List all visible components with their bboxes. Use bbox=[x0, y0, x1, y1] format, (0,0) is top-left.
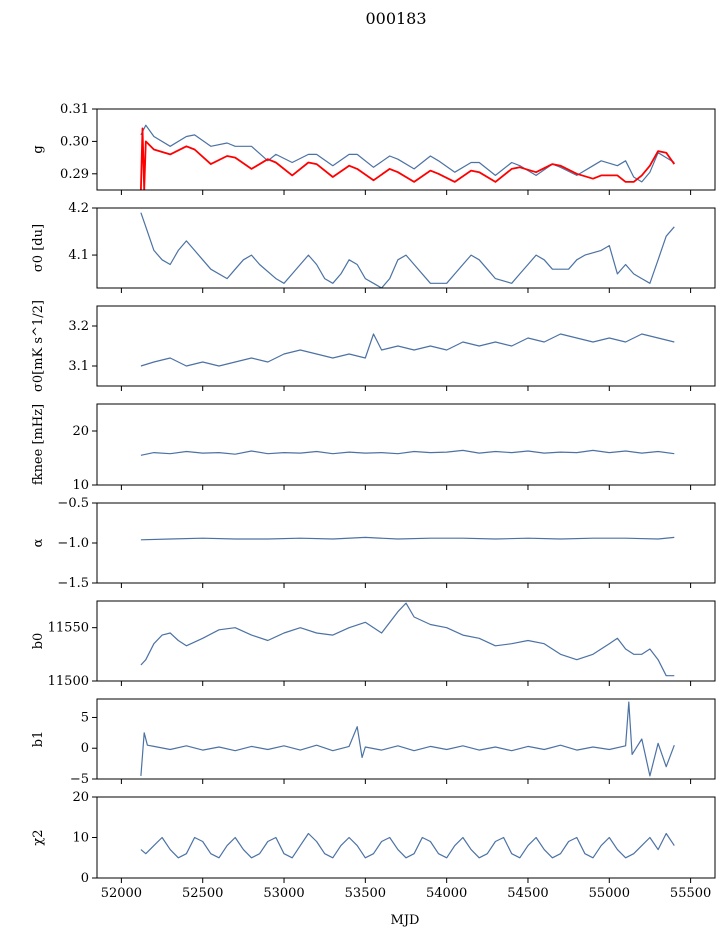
y-tick-label: −0.5 bbox=[57, 496, 89, 511]
y-tick-label: 10 bbox=[72, 478, 89, 493]
axes-frame bbox=[96, 108, 716, 191]
axes-frame bbox=[96, 502, 716, 584]
y-axis-label: χ2 bbox=[31, 829, 46, 845]
series-line-g-1 bbox=[140, 127, 676, 190]
series-line-chi2-0 bbox=[140, 832, 675, 859]
series-line-b1-0 bbox=[140, 701, 675, 777]
series-line-sigma0-du-0 bbox=[140, 212, 675, 288]
y-tick-label: 0.31 bbox=[60, 102, 89, 117]
axes-frame bbox=[96, 403, 716, 486]
series-line-fknee-0 bbox=[140, 449, 675, 456]
y-tick-label: 20 bbox=[72, 424, 89, 439]
x-tick-label: 54500 bbox=[507, 886, 548, 901]
y-tick-label: 0 bbox=[81, 871, 89, 886]
series-line-sigma0-mk-0 bbox=[140, 333, 675, 367]
y-tick-label: 11550 bbox=[48, 621, 89, 636]
x-tick-label: 53000 bbox=[263, 886, 304, 901]
x-axis-label: MJD bbox=[391, 913, 420, 928]
figure-title: 000183 bbox=[365, 9, 426, 28]
y-tick-label: −1.0 bbox=[57, 536, 89, 551]
axes-frame bbox=[96, 698, 716, 780]
axes-frame bbox=[96, 207, 716, 289]
x-tick-label: 55500 bbox=[670, 886, 711, 901]
x-tick-label: 53500 bbox=[345, 886, 386, 901]
y-tick-label: 0 bbox=[81, 741, 89, 756]
y-tick-label: 4.1 bbox=[68, 248, 89, 263]
y-tick-label: −1.5 bbox=[57, 576, 89, 591]
panel-fknee: 10 20 fknee [mHz] bbox=[31, 403, 716, 493]
panel-sigma0-mk: 3.1 3.2 σ0[mK s^1/2] bbox=[31, 300, 716, 392]
series-line-b0-0 bbox=[140, 602, 675, 677]
x-tick-label: 54000 bbox=[426, 886, 467, 901]
y-axis-label: σ0 [du] bbox=[31, 224, 46, 272]
y-tick-label: 20 bbox=[72, 790, 89, 805]
y-axis-label: b1 bbox=[31, 731, 46, 748]
y-tick-label: 0.29 bbox=[60, 167, 89, 182]
x-tick-label: 52500 bbox=[182, 886, 223, 901]
y-tick-label: 10 bbox=[72, 831, 89, 846]
y-tick-label: 0.30 bbox=[60, 134, 89, 149]
y-axis-label: b0 bbox=[31, 633, 46, 650]
panels: 0.29 0.30 0.31 g 4.1 4.2 σ0 [du] 3.1 3.2 σ0[mK s^… bbox=[31, 102, 716, 901]
y-tick-label: 3.1 bbox=[68, 359, 89, 374]
y-axis-label: fknee [mHz] bbox=[31, 404, 46, 485]
series-line-alpha-0 bbox=[140, 536, 675, 541]
axes-frame bbox=[96, 796, 716, 879]
panel-chi2: 0 10 20 χ2 52000 52500 53000 53500 54000 54500 550… bbox=[31, 790, 716, 901]
y-tick-label: −5 bbox=[70, 772, 89, 787]
axes-frame bbox=[96, 600, 716, 682]
panel-b1: −5 0 5 b1 bbox=[31, 698, 716, 787]
panel-sigma0-du: 4.1 4.2 σ0 [du] bbox=[31, 201, 716, 293]
y-axis-label: α bbox=[31, 538, 46, 547]
y-axis-label: g bbox=[31, 145, 46, 153]
x-tick-label: 55000 bbox=[589, 886, 630, 901]
panel-alpha: −1.5 −1.0 −0.5 α bbox=[31, 496, 716, 591]
series-line-g-0 bbox=[140, 124, 675, 183]
y-tick-label: 3.2 bbox=[68, 319, 89, 334]
y-tick-label: 5 bbox=[81, 710, 89, 725]
y-tick-label: 4.2 bbox=[68, 201, 89, 216]
axes-frame bbox=[96, 305, 716, 387]
x-tick-label: 52000 bbox=[101, 886, 142, 901]
y-tick-label: 11500 bbox=[48, 674, 89, 689]
panel-g: 0.29 0.30 0.31 g bbox=[31, 102, 716, 195]
y-axis-label: σ0[mK s^1/2] bbox=[31, 300, 46, 392]
